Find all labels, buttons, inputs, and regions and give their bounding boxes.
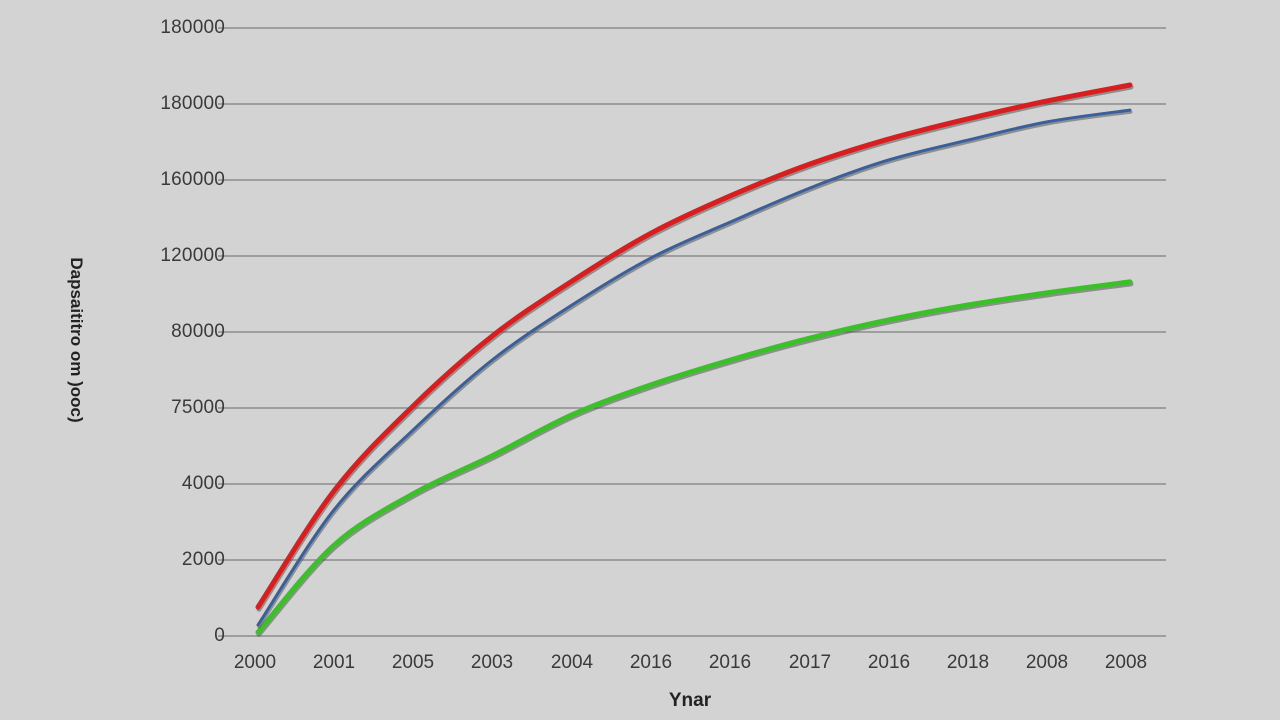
y-tick-label: 0 bbox=[214, 625, 225, 646]
y-tick-label: 180000 bbox=[160, 93, 225, 114]
x-tick-label: 2016 bbox=[629, 652, 673, 673]
y-tick-label: 120000 bbox=[160, 245, 225, 266]
series-line-red bbox=[255, 82, 1133, 610]
series-shadow bbox=[256, 84, 1134, 612]
y-tick-label: 75000 bbox=[171, 397, 225, 418]
y-tick-label: 4000 bbox=[181, 473, 225, 494]
series-line-blue bbox=[256, 108, 1132, 627]
x-tick-label: 2001 bbox=[312, 652, 356, 673]
y-tick-label: 2000 bbox=[181, 549, 225, 570]
x-tick-label: 2008 bbox=[1025, 652, 1069, 673]
x-tick-label: 2017 bbox=[788, 652, 832, 673]
x-tick-label: 2004 bbox=[550, 652, 594, 673]
y-axis-label: Dapsaititro om )ooc) bbox=[67, 257, 86, 423]
x-tick-label: 2003 bbox=[470, 652, 514, 673]
x-tick-label: 2000 bbox=[233, 652, 277, 673]
y-tick-label: 180000 bbox=[160, 17, 225, 38]
y-tick-label: 160000 bbox=[160, 169, 225, 190]
x-tick-label: 2016 bbox=[867, 652, 911, 673]
x-tick-label: 2016 bbox=[708, 652, 752, 673]
x-tick-label: 2018 bbox=[946, 652, 990, 673]
series-shadow bbox=[257, 110, 1133, 629]
x-tick-label: 2008 bbox=[1104, 652, 1148, 673]
x-axis-label: Ynar bbox=[668, 690, 712, 711]
series-shadow bbox=[256, 281, 1134, 637]
x-tick-label: 2005 bbox=[391, 652, 435, 673]
y-tick-label: 80000 bbox=[171, 321, 225, 342]
series-line-green bbox=[255, 279, 1133, 635]
